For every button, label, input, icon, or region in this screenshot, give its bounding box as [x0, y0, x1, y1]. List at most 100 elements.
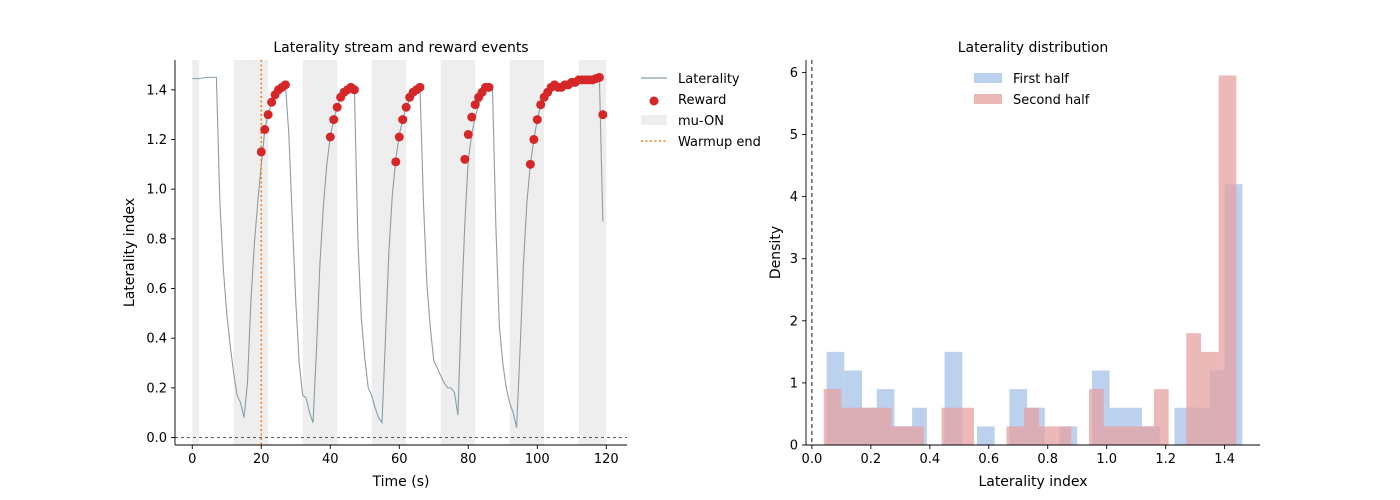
legend-first-half-swatch — [974, 73, 1002, 83]
x-tick-label: 0.4 — [919, 452, 940, 467]
second-half-bar — [823, 389, 842, 445]
second-half-bar — [1089, 389, 1104, 445]
mu-on-band — [233, 60, 269, 445]
reward-point — [467, 112, 477, 122]
reward-point — [529, 134, 539, 144]
x-tick-label: 0.2 — [861, 452, 882, 467]
legend-laterality-label: Laterality — [678, 72, 740, 87]
reward-point — [394, 132, 404, 142]
y-tick-label: 1.4 — [146, 83, 167, 98]
second-half-bar — [1218, 75, 1237, 445]
y-tick-label: 0.6 — [146, 282, 167, 297]
second-half-bar — [1038, 426, 1057, 445]
y-tick-label: 5 — [790, 128, 798, 143]
reward-point — [280, 80, 290, 90]
reward-point — [325, 132, 335, 142]
x-axis-label: Time (s) — [372, 474, 430, 490]
x-tick-label: 40 — [322, 452, 339, 467]
chart-title: Laterality distribution — [958, 40, 1109, 56]
x-tick-label: 0 — [188, 452, 196, 467]
y-tick-label: 0 — [790, 439, 798, 454]
second-half-bar — [909, 426, 924, 445]
mu-on-band — [440, 60, 476, 445]
x-tick-label: 1.2 — [1155, 452, 1176, 467]
second-half-bar — [1121, 426, 1137, 445]
second-half-bar — [1056, 426, 1072, 445]
second-half-bar — [1201, 351, 1219, 445]
second-half-bar — [941, 407, 960, 445]
y-tick-label: 4 — [790, 190, 798, 205]
x-tick-label: 80 — [460, 452, 477, 467]
y-tick-label: 3 — [790, 252, 798, 267]
reward-point — [484, 82, 494, 92]
x-axis-label: Laterality index — [978, 474, 1087, 490]
y-tick-label: 0.4 — [146, 332, 167, 347]
second-half-bar — [1024, 407, 1039, 445]
y-tick-label: 2 — [790, 314, 798, 329]
x-tick-label: 100 — [525, 452, 550, 467]
legend-first-half-label: First half — [1013, 72, 1069, 87]
mu-on-band — [302, 60, 338, 445]
reward-point — [415, 82, 425, 92]
reward-point — [263, 110, 273, 120]
second-half-bar — [841, 407, 860, 445]
chart-title: Laterality stream and reward events — [273, 40, 528, 56]
x-tick-label: 1.4 — [1214, 452, 1235, 467]
legend-mu-on-label: mu-ON — [678, 114, 724, 129]
mu-on-band — [578, 60, 607, 445]
y-tick-label: 0.0 — [146, 431, 167, 446]
second-half-bar — [1103, 426, 1122, 445]
reward-point — [525, 159, 535, 169]
reward-point — [460, 154, 470, 164]
second-half-bar — [873, 407, 892, 445]
mu-on-band — [192, 60, 200, 445]
reward-point — [470, 100, 480, 110]
second-half-bar — [1186, 333, 1202, 445]
reward-point — [349, 85, 359, 95]
y-tick-label: 1 — [790, 376, 798, 391]
mu-on-band — [509, 60, 545, 445]
reward-point — [401, 102, 411, 112]
reward-point — [536, 100, 546, 110]
reward-point — [398, 115, 408, 125]
legend-warmup-label: Warmup end — [678, 135, 761, 150]
legend-reward-label: Reward — [678, 93, 726, 108]
legend-reward-swatch — [649, 96, 659, 106]
x-tick-label: 1.0 — [1096, 452, 1117, 467]
x-tick-label: 0.6 — [978, 452, 999, 467]
laterality-stream-panel: 0 20 40 60 80 100 120 0.0 0.2 0.4 0.6 0.8 1.0 1.2 1.4 L… — [122, 40, 761, 490]
reward-point — [329, 115, 339, 125]
x-tick-label: 60 — [391, 452, 408, 467]
reward-point — [594, 72, 604, 82]
second-half-bar — [891, 426, 910, 445]
y-tick-label: 0.8 — [146, 232, 167, 247]
second-half-bar — [859, 407, 874, 445]
x-tick-label: 0.0 — [802, 452, 823, 467]
second-half-bar — [959, 407, 975, 445]
reward-point — [332, 102, 342, 112]
reward-point — [532, 115, 542, 125]
reward-point — [256, 147, 266, 157]
reward-point — [260, 125, 270, 135]
x-tick-label: 0.8 — [1037, 452, 1058, 467]
y-tick-label: 6 — [790, 66, 798, 81]
second-half-bar — [1153, 389, 1169, 445]
reward-point — [267, 97, 277, 107]
y-axis-label: Density — [768, 226, 784, 279]
y-axis-label: Laterality index — [122, 198, 138, 307]
laterality-distribution-panel: 0.0 0.2 0.4 0.6 0.8 1.0 1.2 1.4 0 1 2 3 4 5 6 Lateralit… — [768, 40, 1260, 490]
x-tick-label: 120 — [594, 452, 619, 467]
y-tick-label: 1.2 — [146, 133, 167, 148]
y-tick-label: 1.0 — [146, 183, 167, 198]
first-half-bar — [976, 426, 995, 445]
reward-point — [463, 130, 473, 140]
second-half-bar — [1136, 426, 1154, 445]
second-half-bar — [1006, 426, 1025, 445]
laterality-line — [192, 76, 604, 428]
reward-point — [391, 157, 401, 167]
legend-second-half-label: Second half — [1013, 93, 1090, 108]
x-tick-label: 20 — [253, 452, 270, 467]
legend-mu-on-swatch — [641, 115, 667, 125]
y-tick-label: 0.2 — [146, 381, 167, 396]
